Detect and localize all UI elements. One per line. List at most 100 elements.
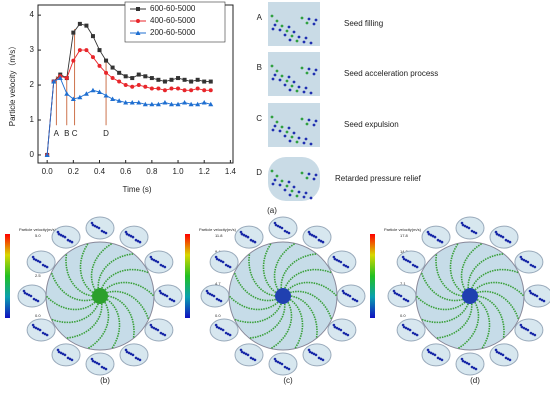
annotation-label: A (54, 129, 60, 138)
particle (307, 17, 311, 21)
particle (63, 353, 67, 357)
particle (295, 39, 299, 43)
particle (154, 259, 158, 263)
particle (136, 239, 140, 243)
marker (117, 79, 122, 84)
particle (156, 328, 160, 332)
particle (93, 360, 97, 364)
particle (131, 353, 135, 357)
particle (251, 357, 255, 361)
particle (533, 265, 537, 269)
particle (278, 129, 282, 133)
particle (32, 257, 36, 261)
marker (169, 77, 174, 82)
particle (314, 68, 318, 72)
spiral (273, 242, 296, 291)
particle (533, 293, 537, 297)
marker (97, 63, 102, 68)
y-axis-label: Particle velocity（m/s） (8, 42, 17, 126)
particle (57, 232, 61, 236)
marker (162, 100, 168, 105)
particle (273, 124, 277, 128)
particle (278, 28, 282, 32)
spiral (104, 281, 155, 297)
particle (333, 325, 337, 329)
marker (64, 76, 69, 81)
particle (295, 140, 299, 144)
particle (317, 356, 321, 360)
particle (161, 292, 165, 296)
marker (97, 89, 103, 95)
particle (319, 239, 323, 243)
particle (339, 328, 343, 332)
spiral (106, 298, 121, 350)
particle (540, 298, 544, 302)
particle (205, 289, 209, 293)
particle (292, 30, 296, 34)
marker (149, 76, 154, 81)
particle (463, 360, 467, 364)
marker (149, 101, 155, 107)
colorbar-title: Particle velocity(m/s) (384, 227, 422, 232)
x-tick-label: 0.4 (94, 167, 106, 176)
particle (287, 180, 291, 184)
particle (397, 293, 401, 297)
particle (278, 183, 282, 187)
particle (406, 327, 410, 331)
marker (195, 77, 200, 82)
marker (162, 88, 167, 93)
particle (290, 189, 294, 193)
particle (287, 75, 291, 79)
particle (56, 230, 60, 234)
particle (341, 289, 345, 293)
marker (176, 76, 181, 81)
stage-image (268, 52, 320, 96)
particle (524, 327, 528, 331)
particle (406, 299, 410, 303)
particle (217, 326, 221, 330)
particle (312, 123, 316, 127)
stage-text: Seed acceleration process (344, 69, 438, 78)
particle (411, 263, 415, 267)
particle (531, 292, 535, 296)
particle (342, 291, 346, 295)
particle (138, 240, 142, 244)
particle (429, 351, 433, 355)
particle (314, 173, 318, 177)
particle (273, 357, 277, 361)
stage-text: Seed filling (344, 19, 383, 28)
marker (64, 91, 70, 96)
particle (440, 358, 444, 362)
particle (526, 328, 530, 332)
particle (531, 332, 535, 336)
particle (290, 34, 294, 38)
particle (538, 297, 542, 301)
marker (136, 72, 141, 77)
particle (283, 188, 287, 192)
marker (142, 101, 148, 107)
stage-text: Seed expulsion (344, 120, 399, 129)
particle (271, 128, 275, 132)
particle (302, 195, 306, 199)
spiral (248, 253, 276, 297)
particle (287, 231, 291, 235)
particle (290, 135, 294, 139)
particle (501, 235, 505, 239)
spiral (421, 303, 469, 324)
particle (392, 289, 396, 293)
particle (399, 294, 403, 298)
particle (351, 297, 355, 301)
marker (175, 101, 181, 107)
particle (34, 326, 38, 330)
particle (273, 23, 277, 27)
particle (212, 294, 216, 298)
spiral (249, 303, 286, 339)
x-tick-label: 0.8 (146, 167, 158, 176)
particle (131, 235, 135, 239)
particle (280, 362, 284, 366)
marker (77, 94, 83, 100)
particle (124, 348, 128, 352)
particle (307, 118, 311, 122)
particle (542, 299, 546, 303)
particle (333, 257, 337, 261)
